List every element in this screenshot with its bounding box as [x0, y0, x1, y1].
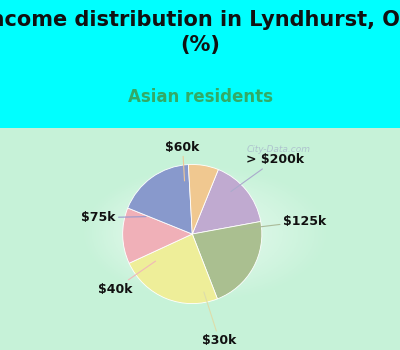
Wedge shape — [123, 208, 192, 263]
Wedge shape — [129, 234, 218, 303]
Text: Income distribution in Lyndhurst, OH
(%): Income distribution in Lyndhurst, OH (%) — [0, 10, 400, 55]
Text: > $200k: > $200k — [231, 153, 304, 191]
Text: $30k: $30k — [202, 292, 236, 347]
Text: Asian residents: Asian residents — [128, 88, 272, 106]
Text: $40k: $40k — [98, 261, 156, 296]
Text: City-Data.com: City-Data.com — [246, 146, 310, 154]
Wedge shape — [192, 169, 261, 234]
Text: $60k: $60k — [166, 141, 200, 181]
Wedge shape — [128, 164, 192, 234]
Text: $125k: $125k — [240, 215, 326, 229]
Wedge shape — [188, 164, 218, 234]
Text: $75k: $75k — [81, 211, 146, 224]
Wedge shape — [192, 222, 262, 299]
